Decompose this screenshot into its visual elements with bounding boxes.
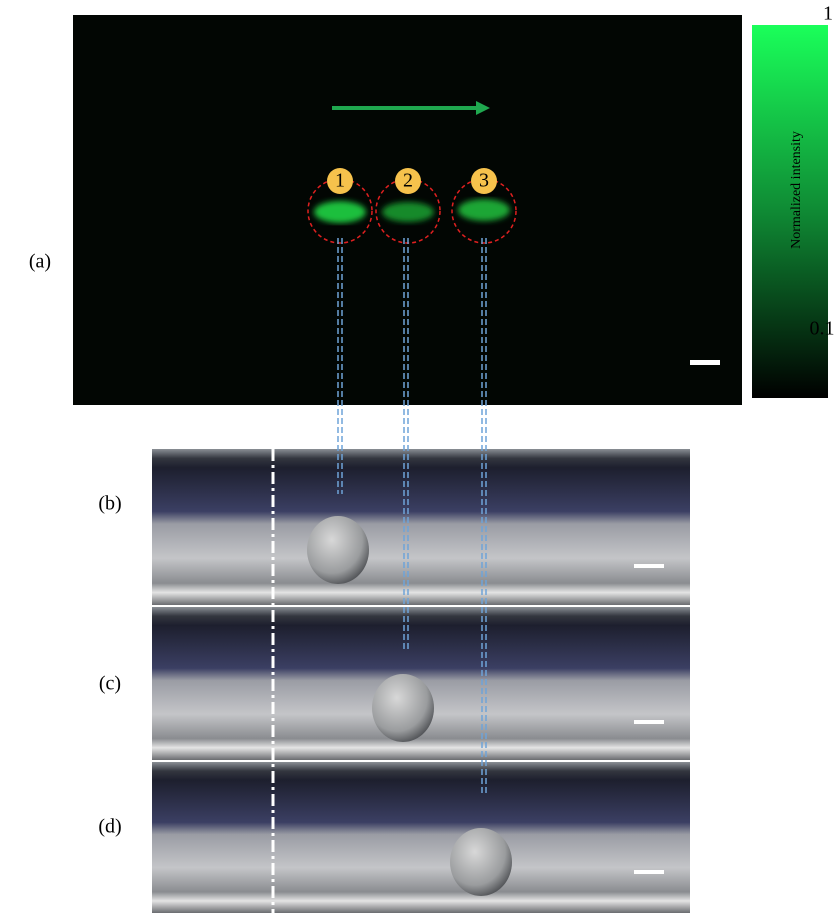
fluorescence-signal bbox=[314, 199, 510, 223]
panel-label: (d) bbox=[98, 816, 121, 838]
arrow-head bbox=[476, 101, 490, 115]
position-number: 1 bbox=[335, 170, 345, 192]
colorbar-min: 0.1 bbox=[810, 318, 835, 340]
panel-label: (a) bbox=[29, 251, 51, 273]
colorbar bbox=[752, 25, 828, 398]
position-number: 2 bbox=[403, 170, 413, 192]
connector-lines bbox=[337, 238, 487, 795]
scale-bar bbox=[690, 360, 720, 365]
position-number: 3 bbox=[479, 170, 489, 192]
colorbar-label: Normalized intensity bbox=[789, 131, 804, 249]
brightfield-b bbox=[152, 449, 690, 605]
brightfield-d bbox=[152, 762, 690, 913]
panel-label: (c) bbox=[99, 673, 121, 695]
position-badges bbox=[327, 168, 497, 194]
brightfield-c bbox=[152, 607, 690, 760]
colorbar-max: 1 bbox=[823, 3, 833, 25]
panel-label: (b) bbox=[98, 493, 121, 515]
